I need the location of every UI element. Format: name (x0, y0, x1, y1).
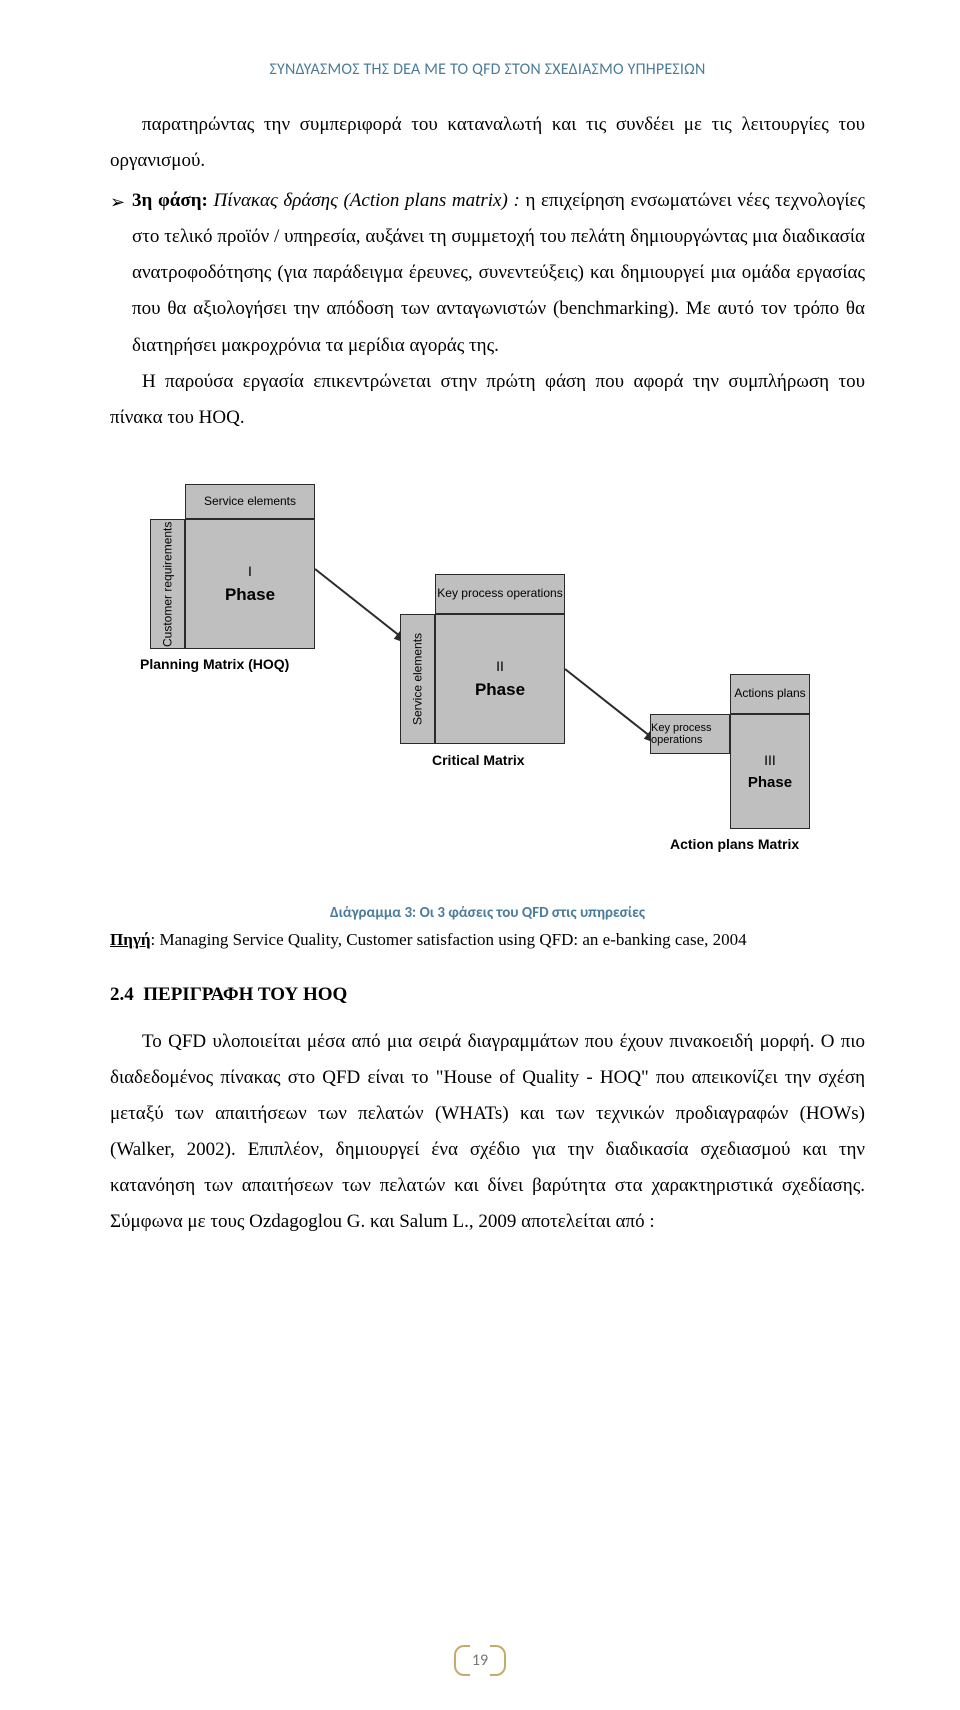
phase1-main-box: I Phase (185, 519, 315, 649)
phase-text: η επιχείρηση ενσωματώνει νέες τεχνολογίε… (132, 190, 865, 355)
document-page: ΣΥΝΔΥΑΣΜΟΣ ΤΗΣ DEA ΜΕ ΤΟ QFD ΣΤΟΝ ΣΧΕΔΙΑ… (0, 0, 960, 1710)
body-block-2: Η παρούσα εργασία επικεντρώνεται στην πρ… (110, 364, 865, 436)
figure-source: Πηγή: Managing Service Quality, Customer… (110, 930, 865, 950)
phase1-word: Phase (225, 585, 275, 605)
phase1-top-label: Service elements (185, 484, 315, 519)
section-title: ΠΕΡΙΓΡΑΦΗ ΤΟΥ HOQ (143, 984, 347, 1005)
phase1-side-label: Customer requirements (150, 519, 185, 649)
qfd-phase-diagram: Service elements Customer requirements I… (110, 474, 865, 894)
phase3-caption: Action plans Matrix (670, 836, 799, 852)
figure-caption: Διάγραμμα 3: Οι 3 φάσεις του QFD στις υπ… (110, 904, 865, 922)
phase-label-bold: 3η φάση: (132, 190, 208, 211)
body-block-1: παρατηρώντας την συμπεριφορά του καταναλ… (110, 107, 865, 179)
phase2-top-label: Key process operations (435, 574, 565, 614)
phase2-word: Phase (475, 680, 525, 700)
phase1-caption: Planning Matrix (HOQ) (140, 656, 289, 672)
phase-label-italic: Πίνακας δράσης (Action plans matrix) : (208, 190, 526, 211)
page-number-footer: 19 (0, 1647, 960, 1674)
bullet-body: 3η φάση: Πίνακας δράσης (Action plans ma… (132, 183, 865, 363)
phase3-num: III (764, 752, 776, 768)
paragraph-continuation: παρατηρώντας την συμπεριφορά του καταναλ… (110, 107, 865, 179)
phase3-side-label: Key process operations (650, 714, 730, 754)
phase2-side-label: Service elements (400, 614, 435, 744)
phase2-main-box: II Phase (435, 614, 565, 744)
phase3-main-box: III Phase (730, 714, 810, 829)
phase1-num: I (248, 563, 252, 579)
phase2-num: II (496, 658, 504, 674)
bullet-glyph: ➢ (110, 183, 132, 219)
section-heading: 2.4 ΠΕΡΙΓΡΑΦΗ ΤΟΥ HOQ (110, 984, 865, 1006)
phase-bullet-row: ➢ 3η φάση: Πίνακας δράσης (Action plans … (110, 183, 865, 363)
source-key: Πηγή (110, 930, 150, 949)
phase3-top-label: Actions plans (730, 674, 810, 714)
paragraph-2: Η παρούσα εργασία επικεντρώνεται στην πρ… (110, 364, 865, 436)
source-text: : Managing Service Quality, Customer sat… (150, 930, 746, 949)
phase3-word: Phase (748, 774, 792, 791)
body-block-3: Το QFD υλοποιείται μέσα από μια σειρά δι… (110, 1024, 865, 1241)
phase2-caption: Critical Matrix (432, 752, 525, 768)
section-number: 2.4 (110, 984, 134, 1005)
page-number: 19 (458, 1647, 502, 1674)
paragraph-3: Το QFD υλοποιείται μέσα από μια σειρά δι… (110, 1024, 865, 1241)
running-header: ΣΥΝΔΥΑΣΜΟΣ ΤΗΣ DEA ΜΕ ΤΟ QFD ΣΤΟΝ ΣΧΕΔΙΑ… (110, 60, 865, 79)
